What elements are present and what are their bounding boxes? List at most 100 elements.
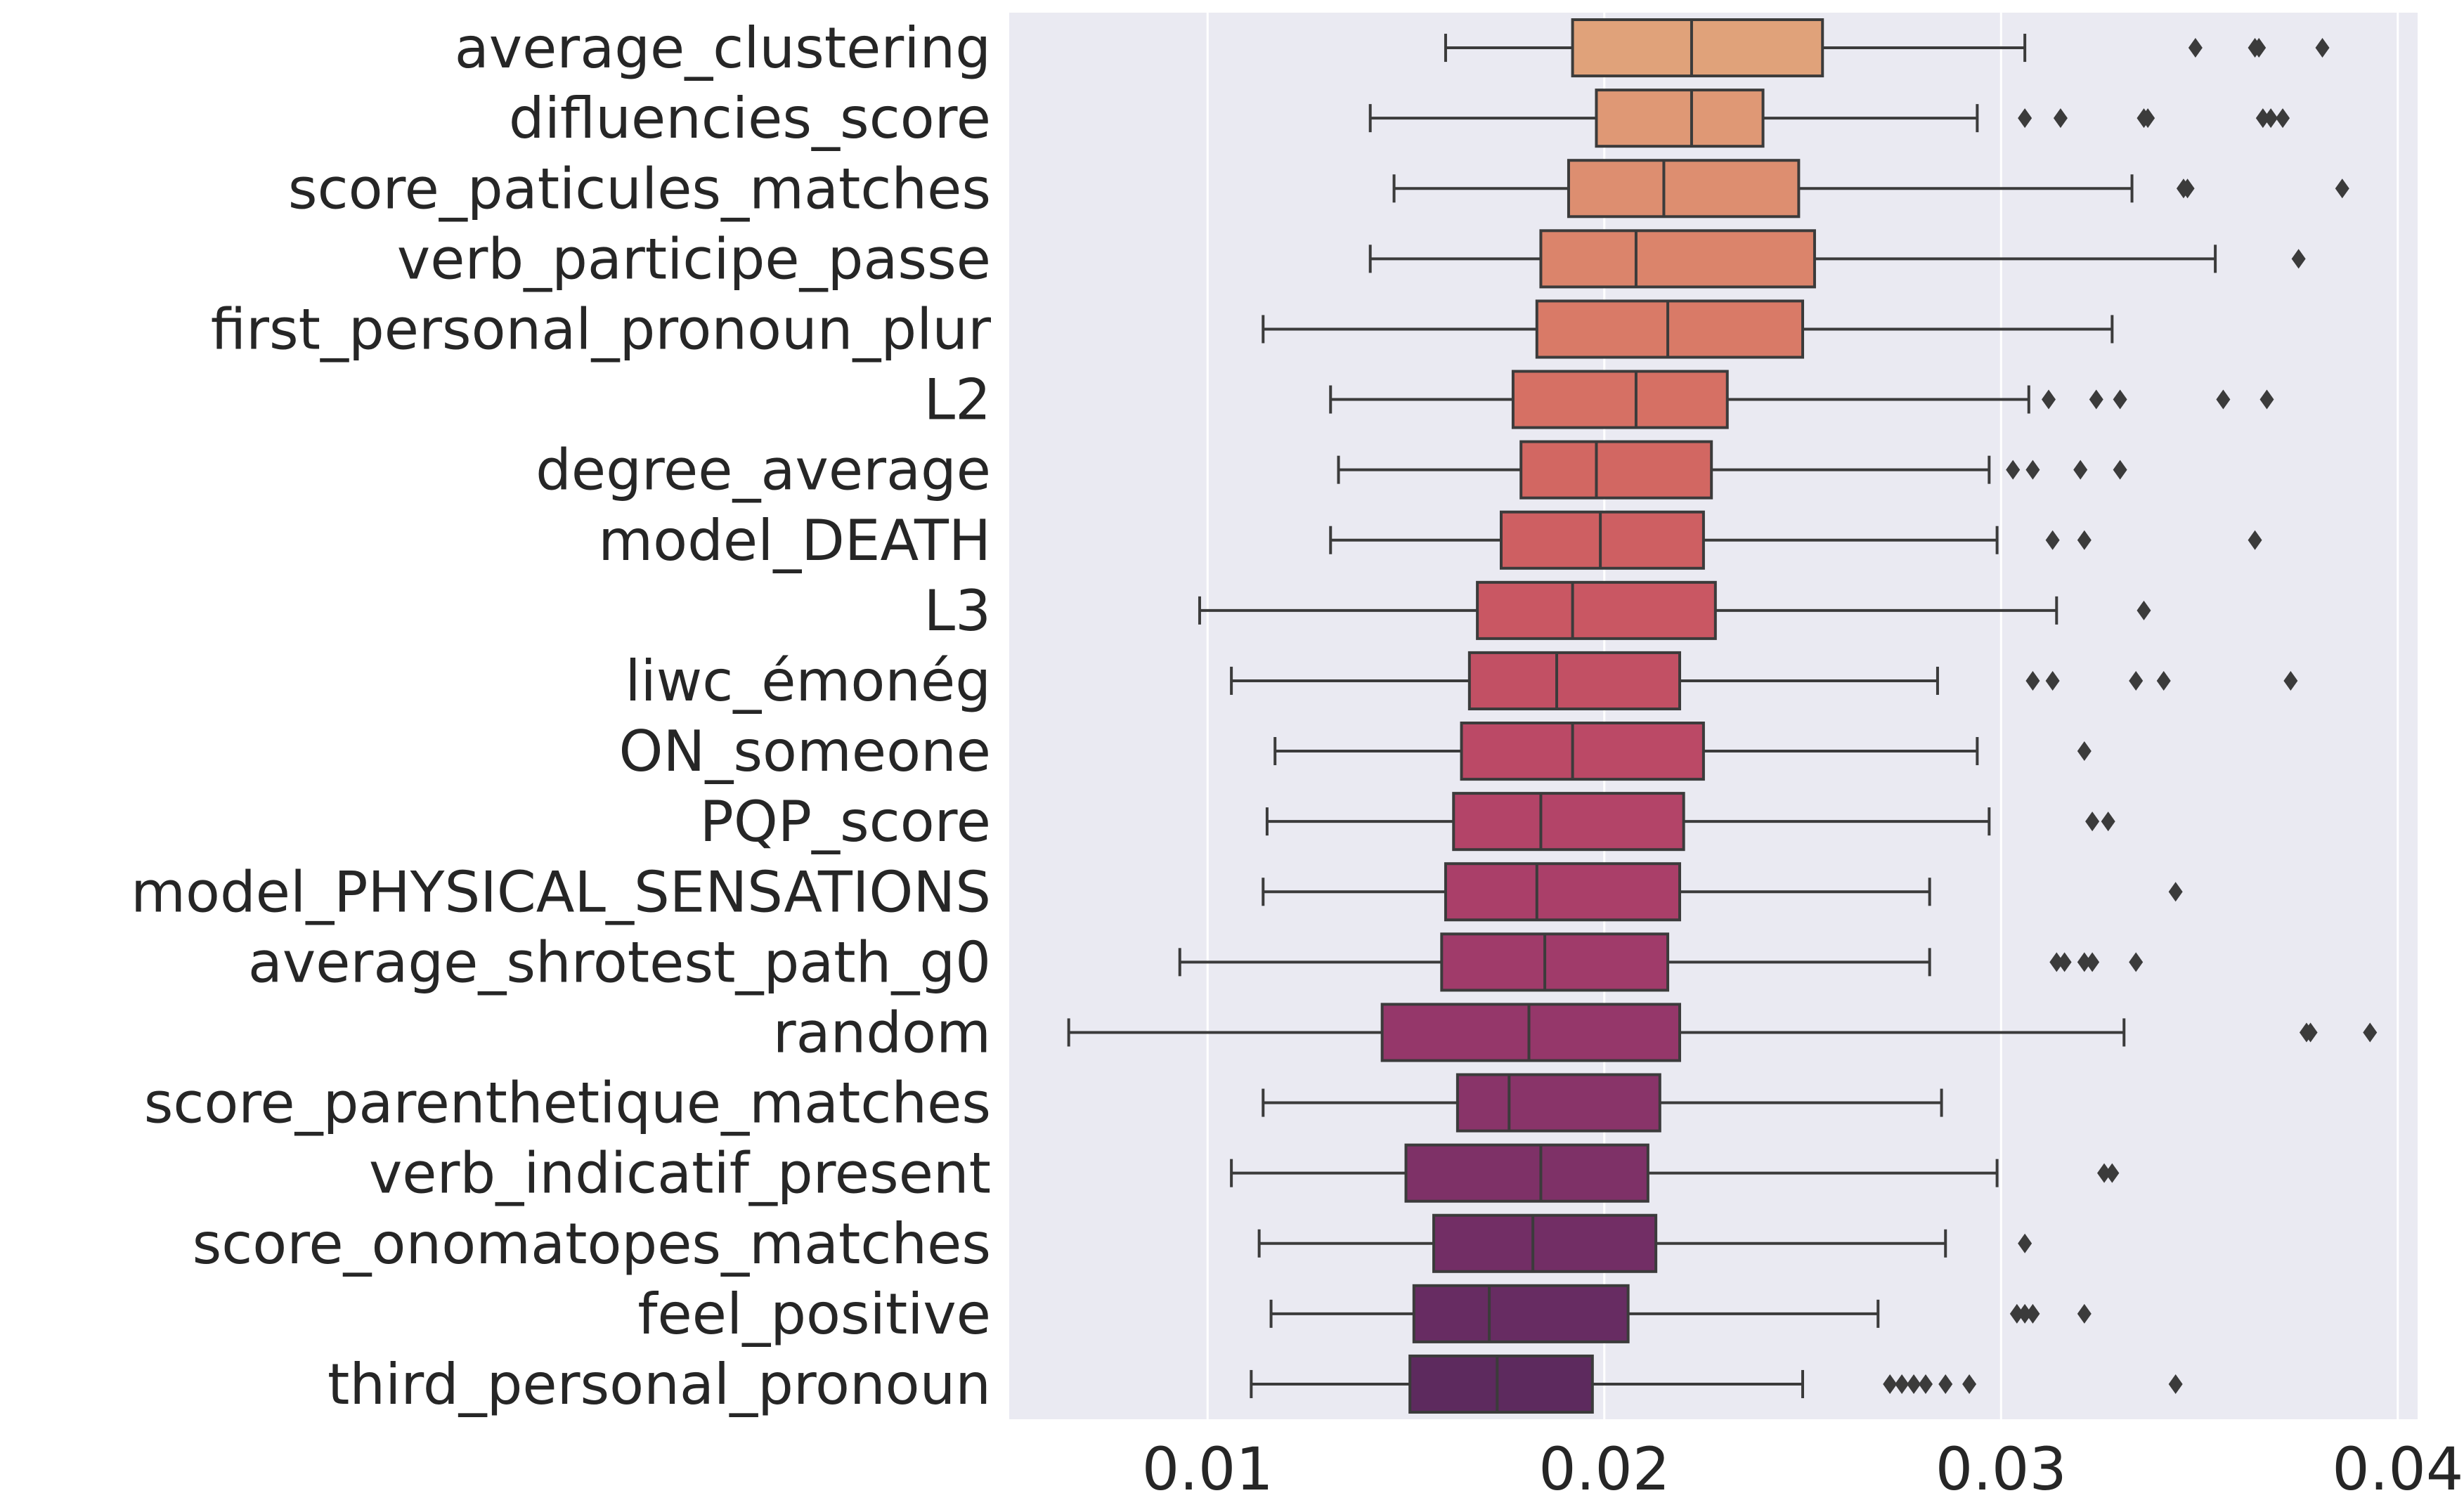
outlier-point (2168, 1374, 2183, 1394)
outlier-point (2180, 178, 2195, 199)
outlier-point (1938, 1374, 1953, 1394)
category-label: random (773, 1000, 991, 1065)
category-label: score_paticules_matches (288, 156, 991, 221)
outlier-point (2053, 108, 2068, 129)
outlier-point (1907, 1374, 1921, 1394)
category-label: difluencies_score (509, 86, 991, 151)
outlier-point (2018, 1303, 2032, 1324)
outlier-point (2097, 1163, 2112, 1183)
iqr-box (1567, 159, 1801, 219)
box-group (1230, 1143, 2120, 1203)
iqr-box (1380, 1003, 1682, 1062)
box-group (1444, 18, 2330, 78)
x-tick-label: 0.01 (1142, 1435, 1273, 1504)
outlier-point (2045, 670, 2060, 691)
category-label: L2 (924, 367, 991, 433)
outlier-point (2018, 1233, 2032, 1253)
outlier-point (2105, 1163, 2120, 1183)
iqr-box (1452, 792, 1685, 852)
iqr-box (1412, 1284, 1630, 1343)
iqr-box (1440, 932, 1670, 992)
outlier-point (2101, 812, 2115, 832)
category-label: score_parenthetique_matches (144, 1071, 991, 1136)
x-tick-label: 0.03 (1935, 1435, 2067, 1504)
x-tick-label: 0.04 (2332, 1435, 2463, 1504)
outlier-point (2006, 460, 2021, 480)
iqr-box (1519, 440, 1713, 500)
outlier-point (2077, 741, 2092, 762)
iqr-box (1467, 651, 1682, 710)
outlier-point (2025, 460, 2040, 480)
outlier-point (2156, 670, 2171, 691)
x-tick-label: 0.02 (1538, 1435, 1670, 1504)
box-group (1178, 932, 2144, 992)
outlier-point (2335, 178, 2349, 199)
iqr-box (1404, 1143, 1649, 1203)
outlier-point (2049, 952, 2064, 972)
outlier-point (2077, 1303, 2092, 1324)
category-label: PQP_score (700, 789, 991, 854)
x-axis-ticks: 0.01 0.02 0.03 0.04 (1142, 1435, 2464, 1504)
outlier-point (2216, 389, 2231, 410)
box-group (1368, 229, 2306, 289)
outlier-point (2291, 249, 2306, 269)
box-group (1368, 89, 2290, 148)
iqr-box (1499, 510, 1705, 570)
outlier-point (1883, 1374, 1898, 1394)
category-label: score_onomatopes_matches (193, 1211, 991, 1277)
box-group (1329, 510, 2262, 570)
box-group (1262, 862, 2183, 922)
outlier-point (2252, 38, 2267, 58)
box-group (1198, 580, 2151, 640)
outlier-point (2025, 1303, 2040, 1324)
iqr-box (1595, 89, 1765, 148)
outlier-point (2018, 108, 2032, 129)
category-label: average_shrotest_path_g0 (248, 930, 991, 995)
outlier-point (1895, 1374, 1909, 1394)
category-labels: average_clusteringdifluencies_scorescore… (131, 15, 991, 1417)
outlier-point (2136, 600, 2151, 620)
outlier-point (2248, 530, 2262, 550)
outlier-point (2009, 1303, 2024, 1324)
outlier-point (2042, 389, 2056, 410)
outlier-point (2168, 882, 2183, 902)
category-label: third_personal_pronoun (328, 1352, 991, 1417)
category-label: first_personal_pronoun_plur (211, 296, 991, 362)
outlier-point (2141, 108, 2155, 129)
iqr-box (1408, 1354, 1594, 1414)
outlier-point (2283, 670, 2298, 691)
iqr-box (1444, 862, 1682, 922)
outlier-point (2025, 670, 2040, 691)
outlier-point (2113, 389, 2127, 410)
box-series (1067, 18, 2378, 1414)
plot-background (1009, 13, 2418, 1419)
box-group (1262, 1073, 1943, 1133)
outlier-point (2129, 952, 2144, 972)
box-group (1392, 159, 2349, 219)
outlier-point (2085, 952, 2100, 972)
outlier-point (2363, 1022, 2378, 1043)
outlier-point (2113, 460, 2127, 480)
iqr-box (1511, 370, 1729, 429)
box-group (1269, 1284, 2092, 1343)
outlier-point (2077, 952, 2092, 972)
box-group (1250, 1354, 2183, 1414)
category-label: feel_positive (637, 1282, 991, 1347)
outlier-point (2077, 530, 2092, 550)
box-group (1265, 792, 2115, 852)
box-group (1273, 722, 2092, 781)
category-label: ON_someone (619, 719, 991, 784)
box-group (1257, 1213, 2032, 1273)
outlier-point (2303, 1022, 2318, 1043)
category-label: verb_indicatif_present (369, 1141, 991, 1206)
outlier-point (2045, 530, 2060, 550)
iqr-box (1460, 722, 1705, 781)
outlier-point (2129, 670, 2144, 691)
iqr-box (1571, 18, 1824, 78)
category-label: model_PHYSICAL_SENSATIONS (131, 859, 991, 925)
outlier-point (2085, 812, 2100, 832)
category-label: degree_average (536, 438, 991, 503)
category-label: average_clustering (455, 15, 991, 81)
outlier-point (1919, 1374, 1933, 1394)
